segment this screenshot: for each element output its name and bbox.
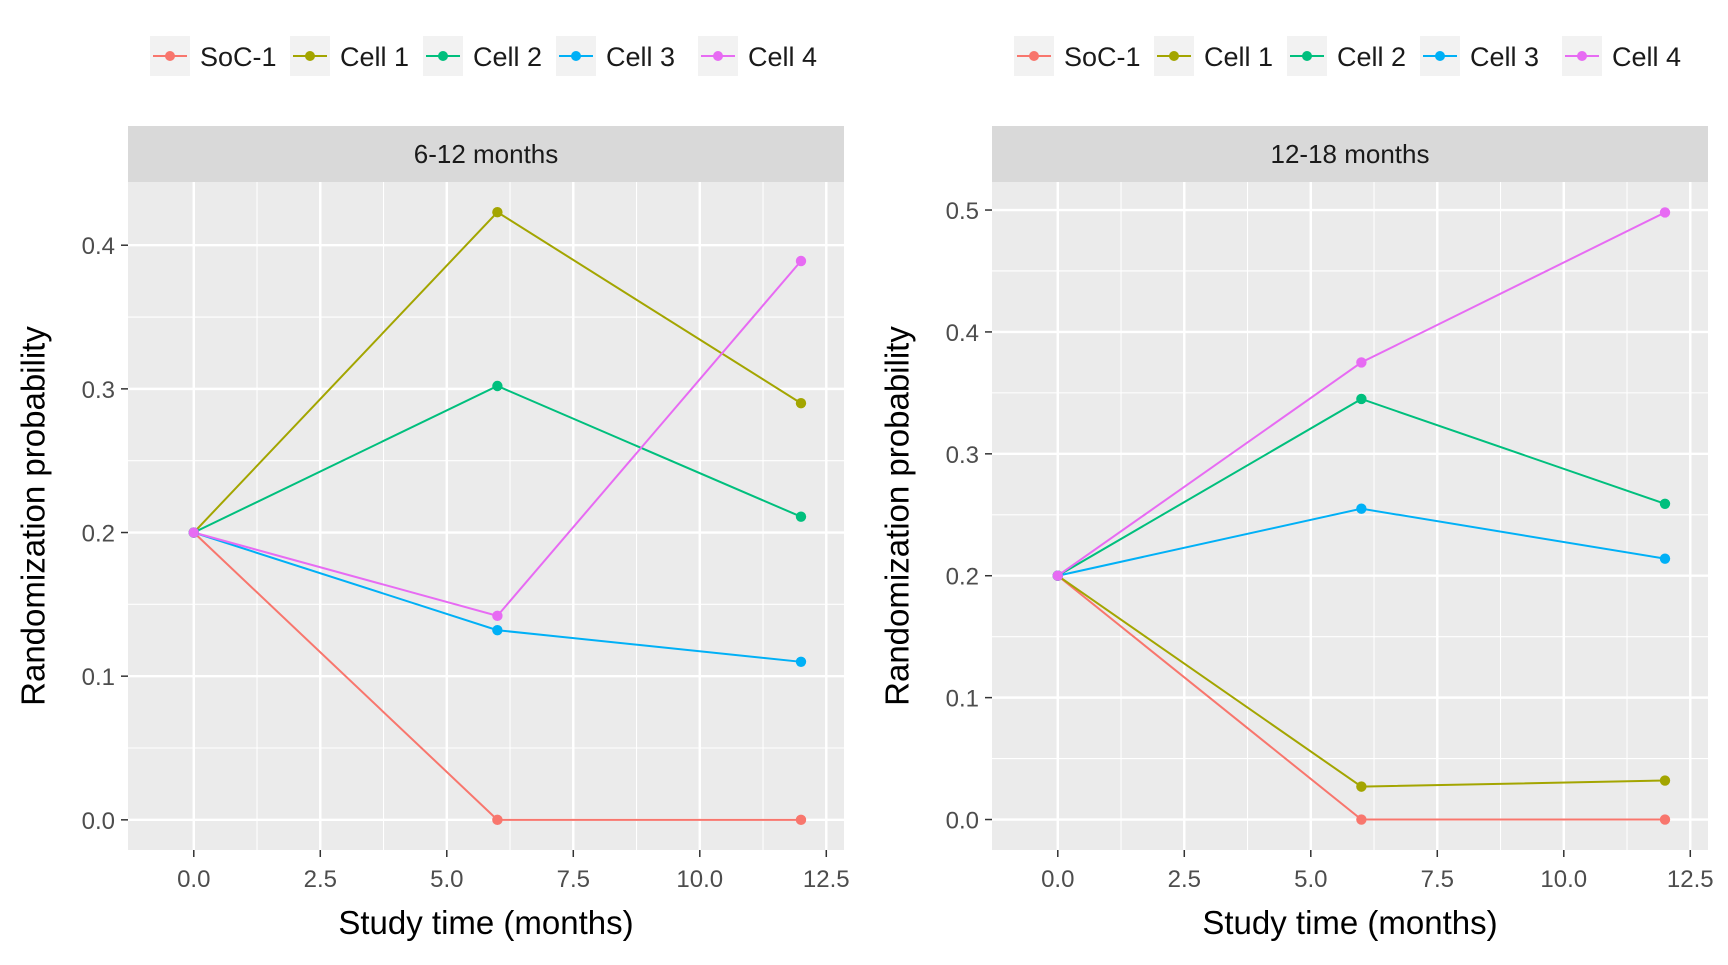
data-point (1659, 498, 1671, 510)
series-group (188, 206, 807, 826)
y-tick-label: 0.2 (946, 564, 979, 591)
facet-strip (992, 126, 1708, 182)
x-tick-label: 2.5 (1168, 866, 1201, 893)
facet-label: 6-12 months (414, 139, 559, 169)
data-point (188, 527, 199, 538)
legend-key-point (165, 51, 175, 61)
data-point (795, 255, 807, 267)
x-tick-label: 12.5 (803, 866, 850, 893)
data-point (1052, 570, 1063, 581)
x-tick-label: 0.0 (177, 866, 210, 893)
chart-panel-1: SoC-1 Cell 1 Cell 2 Cell 3 Cell 4 6-12 months… (15, 36, 850, 941)
x-axis: 0.0 2.5 5.0 7.5 10.0 12.5 Study time (months) (1041, 850, 1714, 941)
data-point (1659, 775, 1671, 786)
legend-item: Cell 4 (1562, 36, 1681, 76)
legend-label: Cell 3 (1470, 42, 1539, 72)
y-tick-label: 0.1 (82, 664, 115, 691)
legend-key-point (1029, 51, 1039, 61)
legend-key-point (1302, 51, 1312, 61)
x-tick-label: 7.5 (1421, 866, 1454, 893)
legend-label: SoC-1 (200, 42, 277, 72)
legend-key-point (438, 51, 448, 61)
data-point (492, 610, 503, 622)
data-point (795, 398, 807, 409)
y-axis: 0.0 0.1 0.2 0.3 0.4 Randomization probability (15, 233, 128, 835)
legend-item: Cell 3 (1420, 36, 1539, 76)
x-axis-title: Study time (months) (338, 904, 633, 941)
legend-item: Cell 1 (1154, 36, 1273, 76)
data-point (1659, 207, 1671, 218)
legend: SoC-1 Cell 1 Cell 2 Cell 3 Cell 4 (150, 36, 817, 76)
x-tick-label: 0.0 (1041, 866, 1074, 893)
legend-key-point (713, 51, 723, 61)
legend-label: Cell 2 (1337, 42, 1406, 72)
legend: SoC-1 Cell 1 Cell 2 Cell 3 Cell 4 (1014, 36, 1681, 76)
legend-item: Cell 4 (698, 36, 817, 76)
x-tick-label: 10.0 (676, 866, 723, 893)
legend-label: Cell 1 (340, 42, 409, 72)
y-tick-label: 0.0 (82, 808, 115, 835)
legend-label: Cell 3 (606, 42, 675, 72)
data-point (1356, 781, 1367, 792)
legend-label: SoC-1 (1064, 42, 1141, 72)
legend-item: Cell 1 (290, 36, 409, 76)
data-point (492, 814, 503, 826)
x-tick-label: 7.5 (557, 866, 590, 893)
data-point (1659, 814, 1671, 825)
data-point (492, 380, 503, 392)
legend-label: Cell 1 (1204, 42, 1273, 72)
data-point (492, 206, 503, 218)
y-tick-label: 0.0 (946, 808, 979, 835)
legend-key-point (1435, 51, 1445, 61)
y-tick-label: 0.4 (82, 233, 115, 260)
x-tick-label: 10.0 (1540, 866, 1587, 893)
y-axis: 0.0 0.1 0.2 0.3 0.4 0.5 Randomization probabil… (879, 198, 992, 835)
legend-label: Cell 2 (473, 42, 542, 72)
legend-item: Cell 2 (423, 36, 542, 76)
gridlines (992, 182, 1708, 850)
legend-key-point (1169, 51, 1179, 61)
legend-label: Cell 4 (748, 42, 817, 72)
legend-item: SoC-1 (150, 36, 277, 76)
data-point (1356, 814, 1367, 825)
y-tick-label: 0.5 (946, 198, 979, 225)
facet-strip (128, 126, 844, 182)
legend-item: Cell 2 (1287, 36, 1406, 76)
data-point (795, 656, 807, 668)
data-point (1356, 357, 1367, 368)
x-axis: 0.0 2.5 5.0 7.5 10.0 12.5 Study time (months) (177, 850, 850, 941)
plot-panel (128, 182, 844, 850)
x-tick-label: 2.5 (304, 866, 337, 893)
chart-panel-2: SoC-1 Cell 1 Cell 2 Cell 3 Cell 4 12-18 month… (879, 36, 1714, 941)
y-axis-title: Randomization probability (15, 326, 52, 706)
y-tick-label: 0.4 (946, 320, 979, 347)
y-tick-label: 0.3 (946, 442, 979, 469)
data-point (1356, 503, 1367, 514)
x-axis-title: Study time (months) (1202, 904, 1497, 941)
legend-key-point (571, 51, 581, 61)
legend-item: SoC-1 (1014, 36, 1141, 76)
y-tick-label: 0.2 (82, 521, 115, 548)
legend-key-point (1577, 51, 1587, 61)
legend-key-point (305, 51, 315, 61)
y-tick-label: 0.1 (946, 686, 979, 713)
data-point (492, 625, 503, 636)
plot-panel (992, 182, 1708, 850)
y-tick-label: 0.3 (82, 377, 115, 404)
series-group (1052, 207, 1671, 825)
legend-label: Cell 4 (1612, 42, 1681, 72)
facet-label: 12-18 months (1271, 139, 1430, 169)
x-tick-label: 5.0 (430, 866, 463, 893)
data-point (1659, 553, 1671, 564)
data-point (795, 511, 807, 522)
legend-item: Cell 3 (556, 36, 675, 76)
x-tick-label: 5.0 (1294, 866, 1327, 893)
y-axis-title: Randomization probability (879, 326, 916, 706)
x-tick-label: 12.5 (1667, 866, 1714, 893)
data-point (1356, 393, 1367, 405)
data-point (795, 814, 807, 826)
